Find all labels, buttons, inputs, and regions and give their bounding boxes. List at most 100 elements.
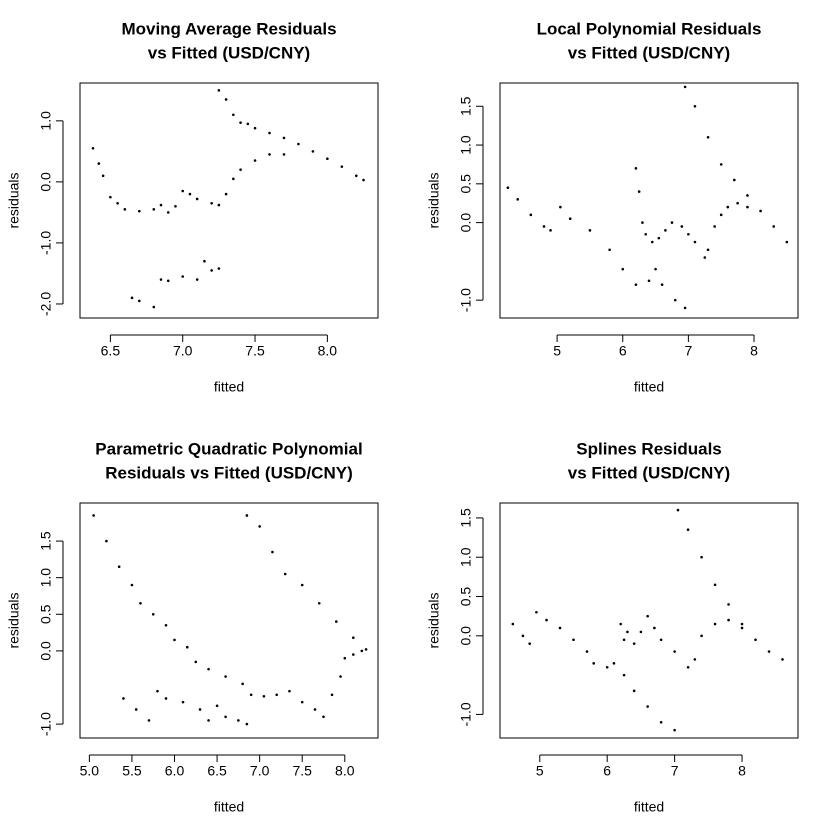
- point: [173, 638, 176, 642]
- point: [134, 708, 138, 711]
- panel: Moving Average Residuals vs Fitted (USD/C…: [6, 19, 379, 395]
- x-tick-label: 5: [553, 343, 561, 359]
- point: [605, 665, 609, 669]
- x-tick-label: 6: [619, 343, 627, 359]
- point: [549, 229, 552, 232]
- point: [245, 514, 249, 517]
- point: [700, 555, 703, 559]
- point: [322, 715, 325, 719]
- point: [713, 622, 717, 626]
- point: [352, 653, 355, 656]
- point: [703, 256, 707, 259]
- point: [713, 225, 716, 228]
- panel: Splines Residuals vs Fitted (USD/CNY) fitt…: [426, 439, 799, 815]
- y-tick-label: 1.0: [38, 111, 54, 131]
- point: [207, 719, 210, 722]
- point: [217, 267, 221, 270]
- point: [245, 722, 249, 726]
- chart-title: Residuals vs Fitted (USD/CNY): [105, 463, 353, 482]
- point: [101, 174, 105, 178]
- point: [164, 623, 168, 627]
- point: [759, 209, 762, 213]
- point: [194, 660, 198, 664]
- point: [654, 267, 657, 271]
- point: [195, 278, 199, 281]
- point: [123, 208, 127, 211]
- point: [237, 719, 240, 722]
- point: [673, 650, 676, 653]
- point: [203, 259, 206, 263]
- point: [360, 649, 364, 653]
- point: [91, 147, 95, 150]
- point: [683, 306, 687, 310]
- point: [676, 508, 680, 512]
- point: [706, 248, 710, 252]
- x-tick-label: 6: [603, 763, 611, 779]
- point: [506, 186, 510, 190]
- point: [673, 298, 677, 302]
- point: [151, 612, 155, 616]
- point: [693, 240, 697, 244]
- point: [105, 539, 108, 543]
- point: [622, 673, 626, 677]
- point: [210, 269, 213, 272]
- point: [152, 208, 156, 211]
- point: [528, 642, 531, 645]
- point: [185, 645, 189, 649]
- point: [621, 267, 625, 271]
- point: [608, 248, 611, 252]
- chart-title: Splines Residuals: [576, 439, 722, 458]
- point: [622, 638, 626, 642]
- x-axis-label: fitted: [634, 799, 664, 815]
- point: [736, 201, 739, 205]
- point: [97, 162, 101, 165]
- point: [340, 165, 344, 168]
- x-tick-label: 6.5: [207, 763, 227, 779]
- point: [207, 667, 210, 671]
- x-tick-label: 7.0: [173, 343, 193, 359]
- point: [719, 163, 723, 166]
- point: [268, 153, 271, 156]
- y-tick-label: 0.0: [458, 626, 474, 646]
- point: [686, 528, 690, 532]
- point: [232, 177, 235, 181]
- point: [364, 648, 368, 651]
- chart-title: Parametric Quadratic Polynomial: [95, 439, 362, 458]
- point: [282, 136, 286, 140]
- point: [660, 283, 664, 286]
- point: [659, 720, 663, 724]
- point: [311, 150, 315, 153]
- point: [772, 225, 776, 228]
- point: [650, 240, 654, 244]
- point: [181, 700, 185, 704]
- plot-box: [79, 82, 379, 319]
- x-axis-label: fitted: [634, 379, 664, 395]
- point: [767, 650, 771, 653]
- point: [700, 634, 703, 638]
- point: [224, 98, 228, 101]
- point: [258, 525, 261, 528]
- point: [117, 565, 121, 568]
- point: [195, 197, 199, 201]
- x-tick-label: 5.0: [80, 763, 100, 779]
- point: [334, 620, 338, 623]
- point: [239, 121, 242, 124]
- point: [542, 225, 546, 228]
- point: [673, 728, 676, 732]
- point: [224, 192, 228, 196]
- point: [511, 622, 515, 626]
- point: [683, 85, 687, 89]
- point: [727, 618, 730, 622]
- point: [647, 279, 651, 283]
- x-tick-label: 7.5: [245, 343, 265, 359]
- point: [174, 204, 177, 208]
- y-tick-label: -1.0: [458, 702, 474, 726]
- point: [109, 195, 112, 199]
- point: [746, 205, 749, 209]
- x-tick-label: 8.0: [318, 343, 338, 359]
- panel: Parametric Quadratic Polynomial Residuals…: [6, 439, 379, 815]
- point: [288, 689, 291, 693]
- y-tick-label: 1.5: [458, 96, 474, 116]
- point: [726, 205, 730, 209]
- point: [559, 205, 562, 209]
